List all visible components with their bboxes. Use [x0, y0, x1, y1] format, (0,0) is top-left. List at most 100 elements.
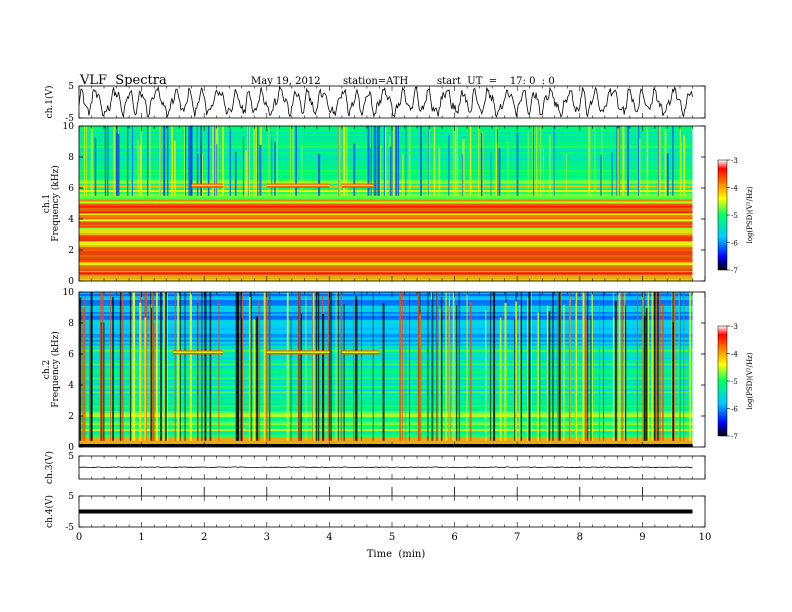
sferic-streak-1	[601, 126, 603, 196]
sferic-streak-2	[417, 292, 420, 441]
waveform-1-trace	[78, 85, 693, 119]
sferic-streak-2	[329, 292, 331, 441]
sferic-streak-1	[627, 126, 629, 196]
spectrogram-1-band	[79, 221, 693, 224]
sferic-streak-2	[315, 292, 318, 441]
sferic-streak-1	[369, 147, 371, 196]
sferic-streak-2	[101, 292, 104, 441]
spectrogram-2-band	[79, 335, 693, 339]
spectrogram-1-band	[79, 239, 693, 242]
colorbar-tick-label: -3	[731, 157, 738, 165]
spectrogram-2-band	[79, 429, 693, 432]
spectrogram-2-band	[79, 355, 693, 358]
sferic-streak-2	[79, 297, 82, 441]
sferic-streak-1	[140, 126, 142, 196]
spectrogram-2-band	[79, 389, 693, 392]
colorbar	[717, 325, 728, 437]
sferic-streak-1	[174, 140, 176, 196]
chart-title: VLF Spectra	[80, 73, 167, 88]
spectrogram-2-band	[79, 347, 693, 350]
sferic-streak-2	[184, 292, 186, 441]
spectrogram-1-band	[79, 257, 693, 260]
sferic-streak-2	[493, 292, 496, 441]
spectrogram-2-band	[79, 331, 693, 335]
y-tick-label: 8	[68, 319, 74, 329]
sferic-streak-1	[420, 126, 422, 196]
sferic-streak-2	[204, 292, 207, 441]
spectrogram-1-strong-band	[79, 272, 693, 275]
spectrogram-2-band	[79, 343, 693, 346]
sferic-streak-2	[201, 292, 203, 441]
sferic-streak-2	[466, 292, 468, 441]
spectrogram-1-band	[79, 265, 693, 268]
sferic-streak-2	[504, 302, 507, 441]
y-axis-label: ch.1(V)	[44, 86, 55, 119]
spectrogram-1-band	[79, 229, 693, 232]
sferic-streak-2	[621, 292, 623, 441]
spectrogram-2-band	[79, 379, 693, 382]
spectrogram-1-band	[79, 261, 693, 264]
sferic-streak-1	[490, 152, 492, 196]
sferic-streak-2	[653, 292, 656, 441]
spectrogram-2-band	[79, 293, 693, 297]
sferic-streak-2	[585, 292, 587, 441]
sferic-streak-2	[89, 312, 91, 441]
sferic-streak-2	[584, 292, 586, 441]
sferic-streak-2	[603, 292, 604, 441]
spectrogram-1-band	[79, 211, 693, 214]
sferic-streak-2	[166, 292, 168, 441]
sferic-streak-1	[549, 134, 551, 196]
sferic-streak-2	[322, 313, 325, 441]
sferic-streak-1	[163, 126, 166, 196]
sferic-streak-2	[655, 292, 658, 441]
sferic-streak-1	[171, 126, 174, 196]
sferic-streak-2	[253, 319, 256, 441]
sferic-streak-2	[624, 292, 626, 441]
sferic-streak-1	[495, 142, 498, 196]
x-axis-label: Time (min)	[366, 549, 426, 560]
spectrogram-1-band	[79, 199, 693, 202]
sferic-streak-2	[248, 296, 251, 441]
sferic-streak-2	[678, 292, 680, 441]
sferic-streak-2	[642, 292, 644, 441]
sferic-streak-2	[265, 292, 268, 441]
sferic-streak-1	[454, 126, 456, 196]
spectrogram-2-band	[79, 435, 693, 438]
sferic-streak-1	[259, 144, 262, 196]
sferic-streak-2	[402, 292, 403, 441]
spectrogram-1-band	[79, 231, 693, 234]
sferic-streak-1	[456, 126, 458, 196]
x-tick-label: 10	[699, 532, 712, 543]
spectrogram-2-band	[79, 411, 693, 414]
sferic-streak-1	[166, 126, 169, 196]
sferic-streak-1	[666, 153, 669, 196]
sferic-streak-1	[137, 139, 139, 196]
spectrogram-2-band	[79, 323, 693, 327]
spectrogram-2-band	[79, 365, 693, 368]
sferic-streak-1	[374, 126, 377, 196]
spectrogram-2-band	[79, 305, 693, 309]
y-tick-label: 0	[68, 277, 74, 287]
spectrogram-2-band	[79, 367, 693, 370]
sferic-streak-2	[591, 293, 593, 441]
sferic-streak-2	[356, 299, 358, 441]
colorbar-tick-label: -5	[731, 212, 738, 220]
sferic-streak-2	[514, 318, 516, 441]
sferic-streak-1	[164, 126, 166, 196]
sferic-streak-2	[530, 292, 532, 441]
spectrogram-2-band	[79, 317, 693, 321]
sferic-streak-2	[90, 292, 93, 441]
sferic-streak-1	[255, 126, 257, 196]
spectrogram-1-band	[79, 213, 693, 216]
sferic-streak-1	[679, 126, 681, 196]
sferic-streak-2	[312, 292, 315, 441]
sferic-streak-2	[190, 292, 192, 441]
y-tick-label: 6	[68, 350, 74, 360]
x-tick-label: 7	[514, 532, 520, 543]
station-label: station=ATH	[343, 76, 409, 87]
spectrogram-2-band	[79, 381, 693, 384]
sferic-streak-1	[452, 126, 454, 196]
sferic-streak-2	[305, 295, 307, 441]
spectrogram-1-band	[79, 267, 693, 270]
colorbar-tick-label: -7	[731, 433, 738, 441]
